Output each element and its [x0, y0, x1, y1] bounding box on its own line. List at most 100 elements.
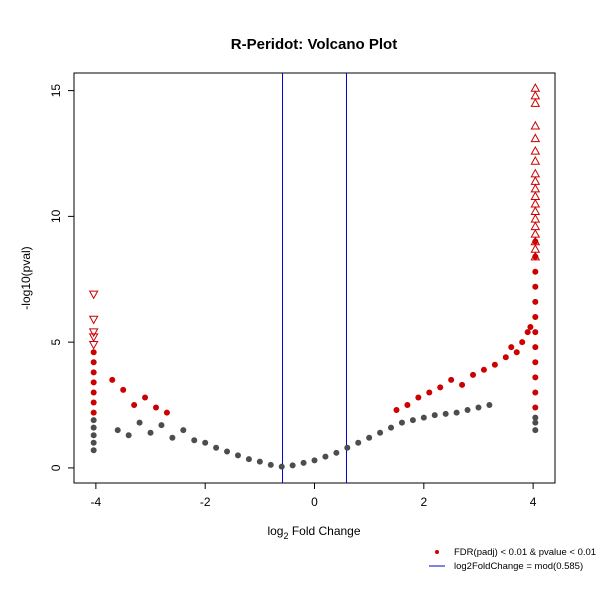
significant-point: [532, 298, 539, 305]
nonsignificant-point: [532, 427, 539, 434]
significant-point: [532, 268, 539, 275]
triangle-up-marker: [530, 221, 541, 231]
x-tick-label: 4: [530, 495, 537, 509]
triangle-up-marker: [530, 176, 541, 185]
nonsignificant-point: [278, 463, 285, 470]
plot-frame: [73, 72, 556, 484]
nonsignificant-point: [322, 453, 329, 460]
nonsignificant-point: [398, 419, 405, 426]
significant-point: [508, 344, 515, 351]
nonsignificant-point: [344, 444, 351, 451]
legend-dot-marker: [435, 550, 439, 554]
y-tick-label: 5: [49, 338, 63, 345]
nonsignificant-point: [388, 424, 395, 431]
significant-point: [448, 376, 455, 383]
nonsignificant-point: [532, 414, 539, 421]
data-points: [88, 83, 541, 470]
nonsignificant-point: [532, 419, 539, 426]
nonsignificant-point: [213, 444, 220, 451]
significant-point: [120, 386, 127, 393]
significant-point: [459, 381, 466, 388]
triangle-up-marker: [530, 90, 541, 100]
significant-point: [90, 359, 97, 366]
triangle-down-marker: [88, 340, 99, 350]
triangle-up-marker: [530, 183, 541, 193]
nonsignificant-point: [90, 424, 97, 431]
y-tick-label: 0: [49, 464, 63, 471]
legend-label-significant: FDR(padj) < 0.01 & pvalue < 0.01: [454, 547, 596, 558]
nonsignificant-point: [333, 449, 340, 456]
significant-point: [90, 409, 97, 416]
significant-point: [415, 394, 422, 401]
nonsignificant-point: [90, 439, 97, 446]
legend-label-threshold: log2FoldChange = mod(0.585): [454, 561, 583, 572]
nonsignificant-point: [90, 432, 97, 439]
nonsignificant-point: [311, 457, 318, 464]
significant-point: [532, 389, 539, 396]
triangle-up-marker: [530, 133, 541, 143]
nonsignificant-point: [300, 459, 307, 466]
triangle-up-marker: [530, 191, 541, 200]
y-tick-label: 15: [49, 84, 63, 98]
triangle-up-marker: [530, 98, 541, 107]
triangle-up-marker: [530, 168, 541, 178]
significant-point: [142, 394, 149, 401]
significant-point: [519, 339, 526, 346]
nonsignificant-point: [355, 439, 362, 446]
nonsignificant-point: [245, 456, 252, 463]
significant-point: [470, 371, 477, 378]
significant-point: [502, 354, 509, 361]
significant-point: [90, 389, 97, 396]
triangle-up-marker: [530, 120, 541, 130]
y-tick-label: 10: [49, 209, 63, 223]
significant-point: [527, 324, 534, 331]
significant-point: [404, 402, 411, 409]
nonsignificant-point: [289, 462, 296, 469]
significant-point: [532, 313, 539, 320]
nonsignificant-point: [125, 432, 132, 439]
significant-point: [532, 283, 539, 290]
x-axis: -4 -2 0 2 4: [91, 483, 537, 509]
nonsignificant-point: [136, 419, 143, 426]
nonsignificant-point: [147, 429, 154, 436]
x-tick-label: -4: [91, 495, 102, 509]
nonsignificant-point: [158, 422, 165, 429]
significant-point: [532, 404, 539, 411]
triangle-up-marker: [530, 213, 541, 223]
significant-point: [90, 349, 97, 356]
significant-point: [426, 389, 433, 396]
significant-point: [491, 361, 498, 368]
nonsignificant-point: [267, 461, 274, 468]
significant-point: [437, 384, 444, 391]
nonsignificant-point: [453, 409, 460, 416]
chart-title: R-Peridot: Volcano Plot: [231, 36, 397, 53]
nonsignificant-point: [90, 447, 97, 454]
triangle-up-marker: [530, 228, 541, 238]
nonsignificant-point: [114, 427, 121, 434]
nonsignificant-point: [475, 404, 482, 411]
significant-point: [90, 399, 97, 406]
x-tick-label: -2: [200, 495, 211, 509]
nonsignificant-point: [202, 439, 209, 446]
significant-point: [393, 407, 400, 414]
significant-point: [532, 359, 539, 366]
nonsignificant-point: [431, 412, 438, 419]
triangle-up-marker: [530, 156, 541, 165]
nonsignificant-point: [366, 434, 373, 441]
triangle-up-marker: [530, 244, 541, 253]
x-tick-label: 2: [420, 495, 427, 509]
significant-point: [152, 404, 159, 411]
nonsignificant-point: [377, 429, 384, 436]
triangle-down-marker: [88, 328, 99, 338]
nonsignificant-point: [234, 452, 241, 459]
y-axis: 0 5 10 15: [49, 84, 74, 471]
nonsignificant-point: [256, 458, 263, 465]
nonsignificant-point: [420, 414, 427, 421]
significant-point: [532, 329, 539, 336]
triangle-down-marker: [88, 333, 99, 343]
nonsignificant-point: [464, 407, 471, 414]
nonsignificant-point: [442, 410, 449, 417]
triangle-up-marker: [530, 145, 541, 155]
significant-point: [90, 379, 97, 386]
